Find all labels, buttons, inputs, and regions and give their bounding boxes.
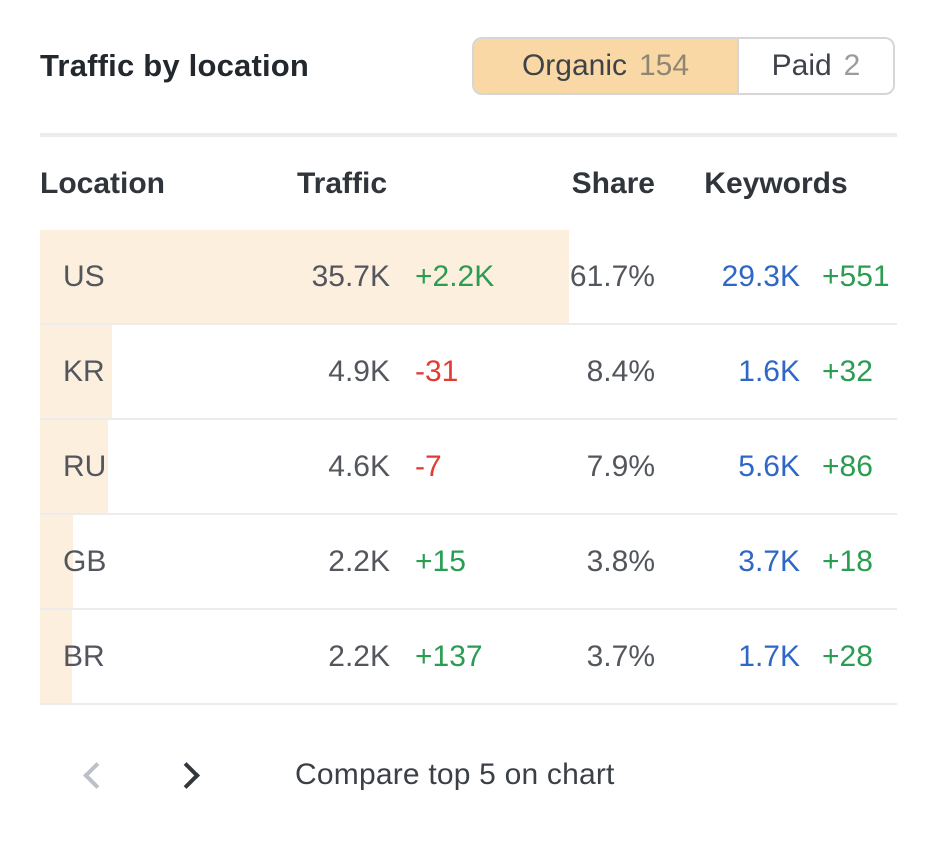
organic-toggle-label: Organic xyxy=(521,49,627,82)
keywords-change: +18 xyxy=(822,544,873,578)
paid-toggle-button[interactable]: Paid 2 xyxy=(737,39,893,93)
traffic-value: 2.2K xyxy=(328,544,390,578)
keywords-link[interactable]: 1.7K xyxy=(738,639,800,673)
share-value: 8.4% xyxy=(586,354,655,388)
prev-page-button[interactable] xyxy=(75,757,111,793)
header-divider xyxy=(40,133,897,137)
location-cell: GB xyxy=(63,544,107,578)
location-cell: BR xyxy=(63,639,105,673)
share-value: 3.8% xyxy=(586,544,655,578)
keywords-link[interactable]: 29.3K xyxy=(721,259,800,293)
share-bar xyxy=(40,325,112,418)
traffic-value: 4.9K xyxy=(328,354,390,388)
table-row[interactable]: KR 4.9K -31 8.4% 1.6K +32 xyxy=(40,325,897,420)
traffic-change: +15 xyxy=(415,544,466,578)
chevron-right-icon xyxy=(172,761,200,789)
share-value: 7.9% xyxy=(586,449,655,483)
share-value: 3.7% xyxy=(586,639,655,673)
keywords-link[interactable]: 3.7K xyxy=(738,544,800,578)
location-cell: US xyxy=(63,259,105,293)
location-cell: KR xyxy=(63,354,105,388)
column-header-location: Location xyxy=(40,166,165,200)
column-header-keywords: Keywords xyxy=(704,166,848,200)
table-row[interactable]: GB 2.2K +15 3.8% 3.7K +18 xyxy=(40,515,897,610)
table-row[interactable]: RU 4.6K -7 7.9% 5.6K +86 xyxy=(40,420,897,515)
chevron-left-icon xyxy=(82,761,110,789)
next-page-button[interactable] xyxy=(171,757,207,793)
share-bar xyxy=(40,420,108,513)
keywords-change: +28 xyxy=(822,639,873,673)
keywords-change: +32 xyxy=(822,354,873,388)
table-row[interactable]: BR 2.2K +137 3.7% 1.7K +28 xyxy=(40,610,897,705)
table-body: US 35.7K +2.2K 61.7% 29.3K +551 KR 4.9K … xyxy=(40,230,897,705)
widget-footer: Compare top 5 on chart xyxy=(0,745,930,805)
organic-count-badge: 154 xyxy=(638,49,690,82)
traffic-by-location-widget: Traffic by location Organic 154 Paid 2 L… xyxy=(0,36,930,805)
keywords-link[interactable]: 5.6K xyxy=(738,449,800,483)
share-bar xyxy=(40,515,73,608)
keywords-link[interactable]: 1.6K xyxy=(738,354,800,388)
traffic-value: 4.6K xyxy=(328,449,390,483)
traffic-change: -7 xyxy=(415,449,442,483)
traffic-value: 2.2K xyxy=(328,639,390,673)
table-header-row: Location Traffic Share Keywords xyxy=(40,137,897,230)
keywords-change: +86 xyxy=(822,449,873,483)
widget-header: Traffic by location Organic 154 Paid 2 xyxy=(40,36,895,96)
keywords-change: +551 xyxy=(822,259,890,293)
table-row[interactable]: US 35.7K +2.2K 61.7% 29.3K +551 xyxy=(40,230,897,325)
paid-count-badge: 2 xyxy=(843,49,861,82)
column-header-share: Share xyxy=(571,166,655,200)
paid-toggle-label: Paid xyxy=(771,49,832,82)
compare-top5-link[interactable]: Compare top 5 on chart xyxy=(295,758,615,791)
organic-toggle-button[interactable]: Organic 154 xyxy=(474,39,737,93)
traffic-value: 35.7K xyxy=(311,259,390,293)
column-header-traffic: Traffic xyxy=(297,166,388,200)
traffic-change: +2.2K xyxy=(415,259,495,293)
traffic-change: +137 xyxy=(415,639,483,673)
traffic-type-toggle: Organic 154 Paid 2 xyxy=(472,37,895,95)
share-value: 61.7% xyxy=(569,259,655,293)
location-cell: RU xyxy=(63,449,107,483)
share-bar xyxy=(40,230,569,323)
locations-table: Location Traffic Share Keywords US 35.7K… xyxy=(40,137,897,705)
page-title: Traffic by location xyxy=(40,48,310,83)
share-bar xyxy=(40,610,72,703)
traffic-change: -31 xyxy=(415,354,459,388)
